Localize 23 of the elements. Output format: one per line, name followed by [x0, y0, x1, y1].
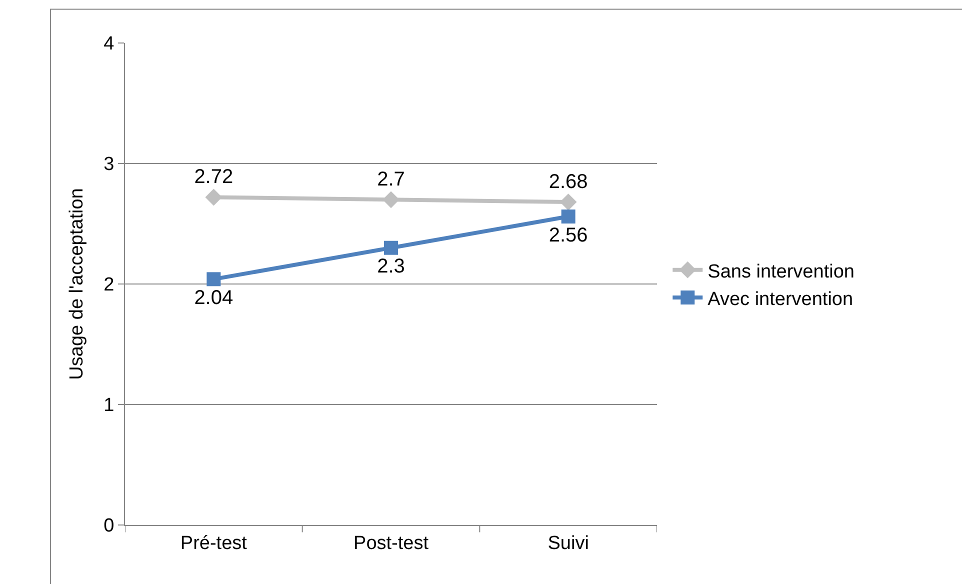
- point: [384, 240, 398, 255]
- x-tick-label: Pré-test: [180, 532, 248, 554]
- data-label: 2.72: [194, 166, 234, 188]
- y-tick-label: 0: [104, 516, 114, 537]
- point: [561, 210, 576, 224]
- data-label: 2.56: [548, 224, 588, 246]
- point: [382, 191, 400, 208]
- x-tick-label: Post-test: [354, 532, 430, 554]
- y-tick-label: 1: [104, 395, 114, 416]
- data-label: 2.7: [377, 168, 405, 191]
- legend-label: Sans intervention: [708, 261, 854, 282]
- data-label: 2.04: [194, 286, 234, 309]
- data-label: 2.3: [377, 256, 405, 278]
- point: [205, 188, 222, 206]
- y-tick-label: 4: [104, 34, 115, 55]
- y-axis-title: Usage de l'acceptation: [66, 188, 88, 380]
- data-label: 2.68: [548, 170, 588, 193]
- y-tick-label: 2: [104, 274, 114, 296]
- x-tick-label: Suivi: [548, 532, 589, 554]
- point: [560, 194, 577, 211]
- legend-label: Avec intervention: [708, 288, 854, 310]
- point: [206, 272, 221, 286]
- y-tick-label: 3: [104, 154, 114, 176]
